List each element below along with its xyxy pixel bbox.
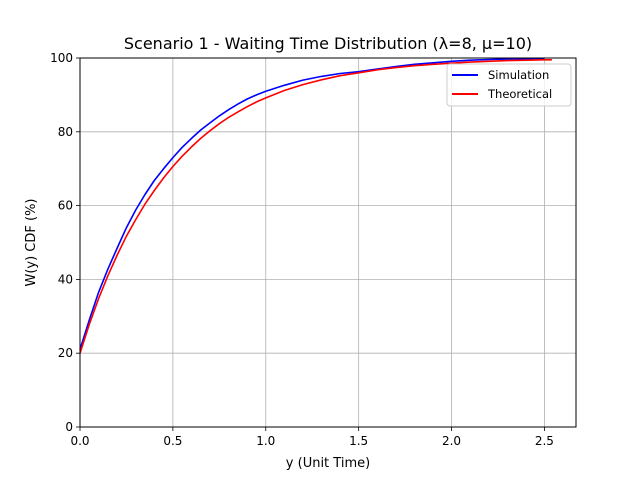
plot-area <box>80 58 576 427</box>
y-axis-label: W(y) CDF (%) <box>24 198 39 286</box>
x-tick-label: 2.0 <box>442 434 461 448</box>
x-tick-label: 0.5 <box>163 434 182 448</box>
series-layer <box>79 57 552 354</box>
y-tick-label: 60 <box>58 199 73 213</box>
x-tick-label: 0.0 <box>70 434 89 448</box>
grid <box>79 57 576 428</box>
x-tick-label: 1.5 <box>349 434 368 448</box>
ticks: 0.0 0.5 1.0 1.5 2.0 2.5 0 20 40 60 80 100 <box>50 51 554 448</box>
series-line-simulation <box>79 57 545 350</box>
y-tick-label: 40 <box>58 272 73 286</box>
y-tick-label: 80 <box>58 125 73 139</box>
legend-label-simulation: Simulation <box>488 68 549 82</box>
x-axis-label: y (Unit Time) <box>286 456 370 471</box>
x-tick-label: 1.0 <box>256 434 275 448</box>
y-tick-label: 0 <box>65 420 73 434</box>
legend-label-theoretical: Theoretical <box>487 87 552 101</box>
plot-frame <box>79 57 577 428</box>
legend: Simulation Theoretical <box>446 63 572 107</box>
y-tick-label: 20 <box>58 346 73 360</box>
x-tick-label: 2.5 <box>535 434 554 448</box>
series-line-theoretical <box>79 58 552 354</box>
y-tick-label: 100 <box>50 51 73 65</box>
chart-title: Scenario 1 - Waiting Time Distribution (… <box>124 34 532 53</box>
